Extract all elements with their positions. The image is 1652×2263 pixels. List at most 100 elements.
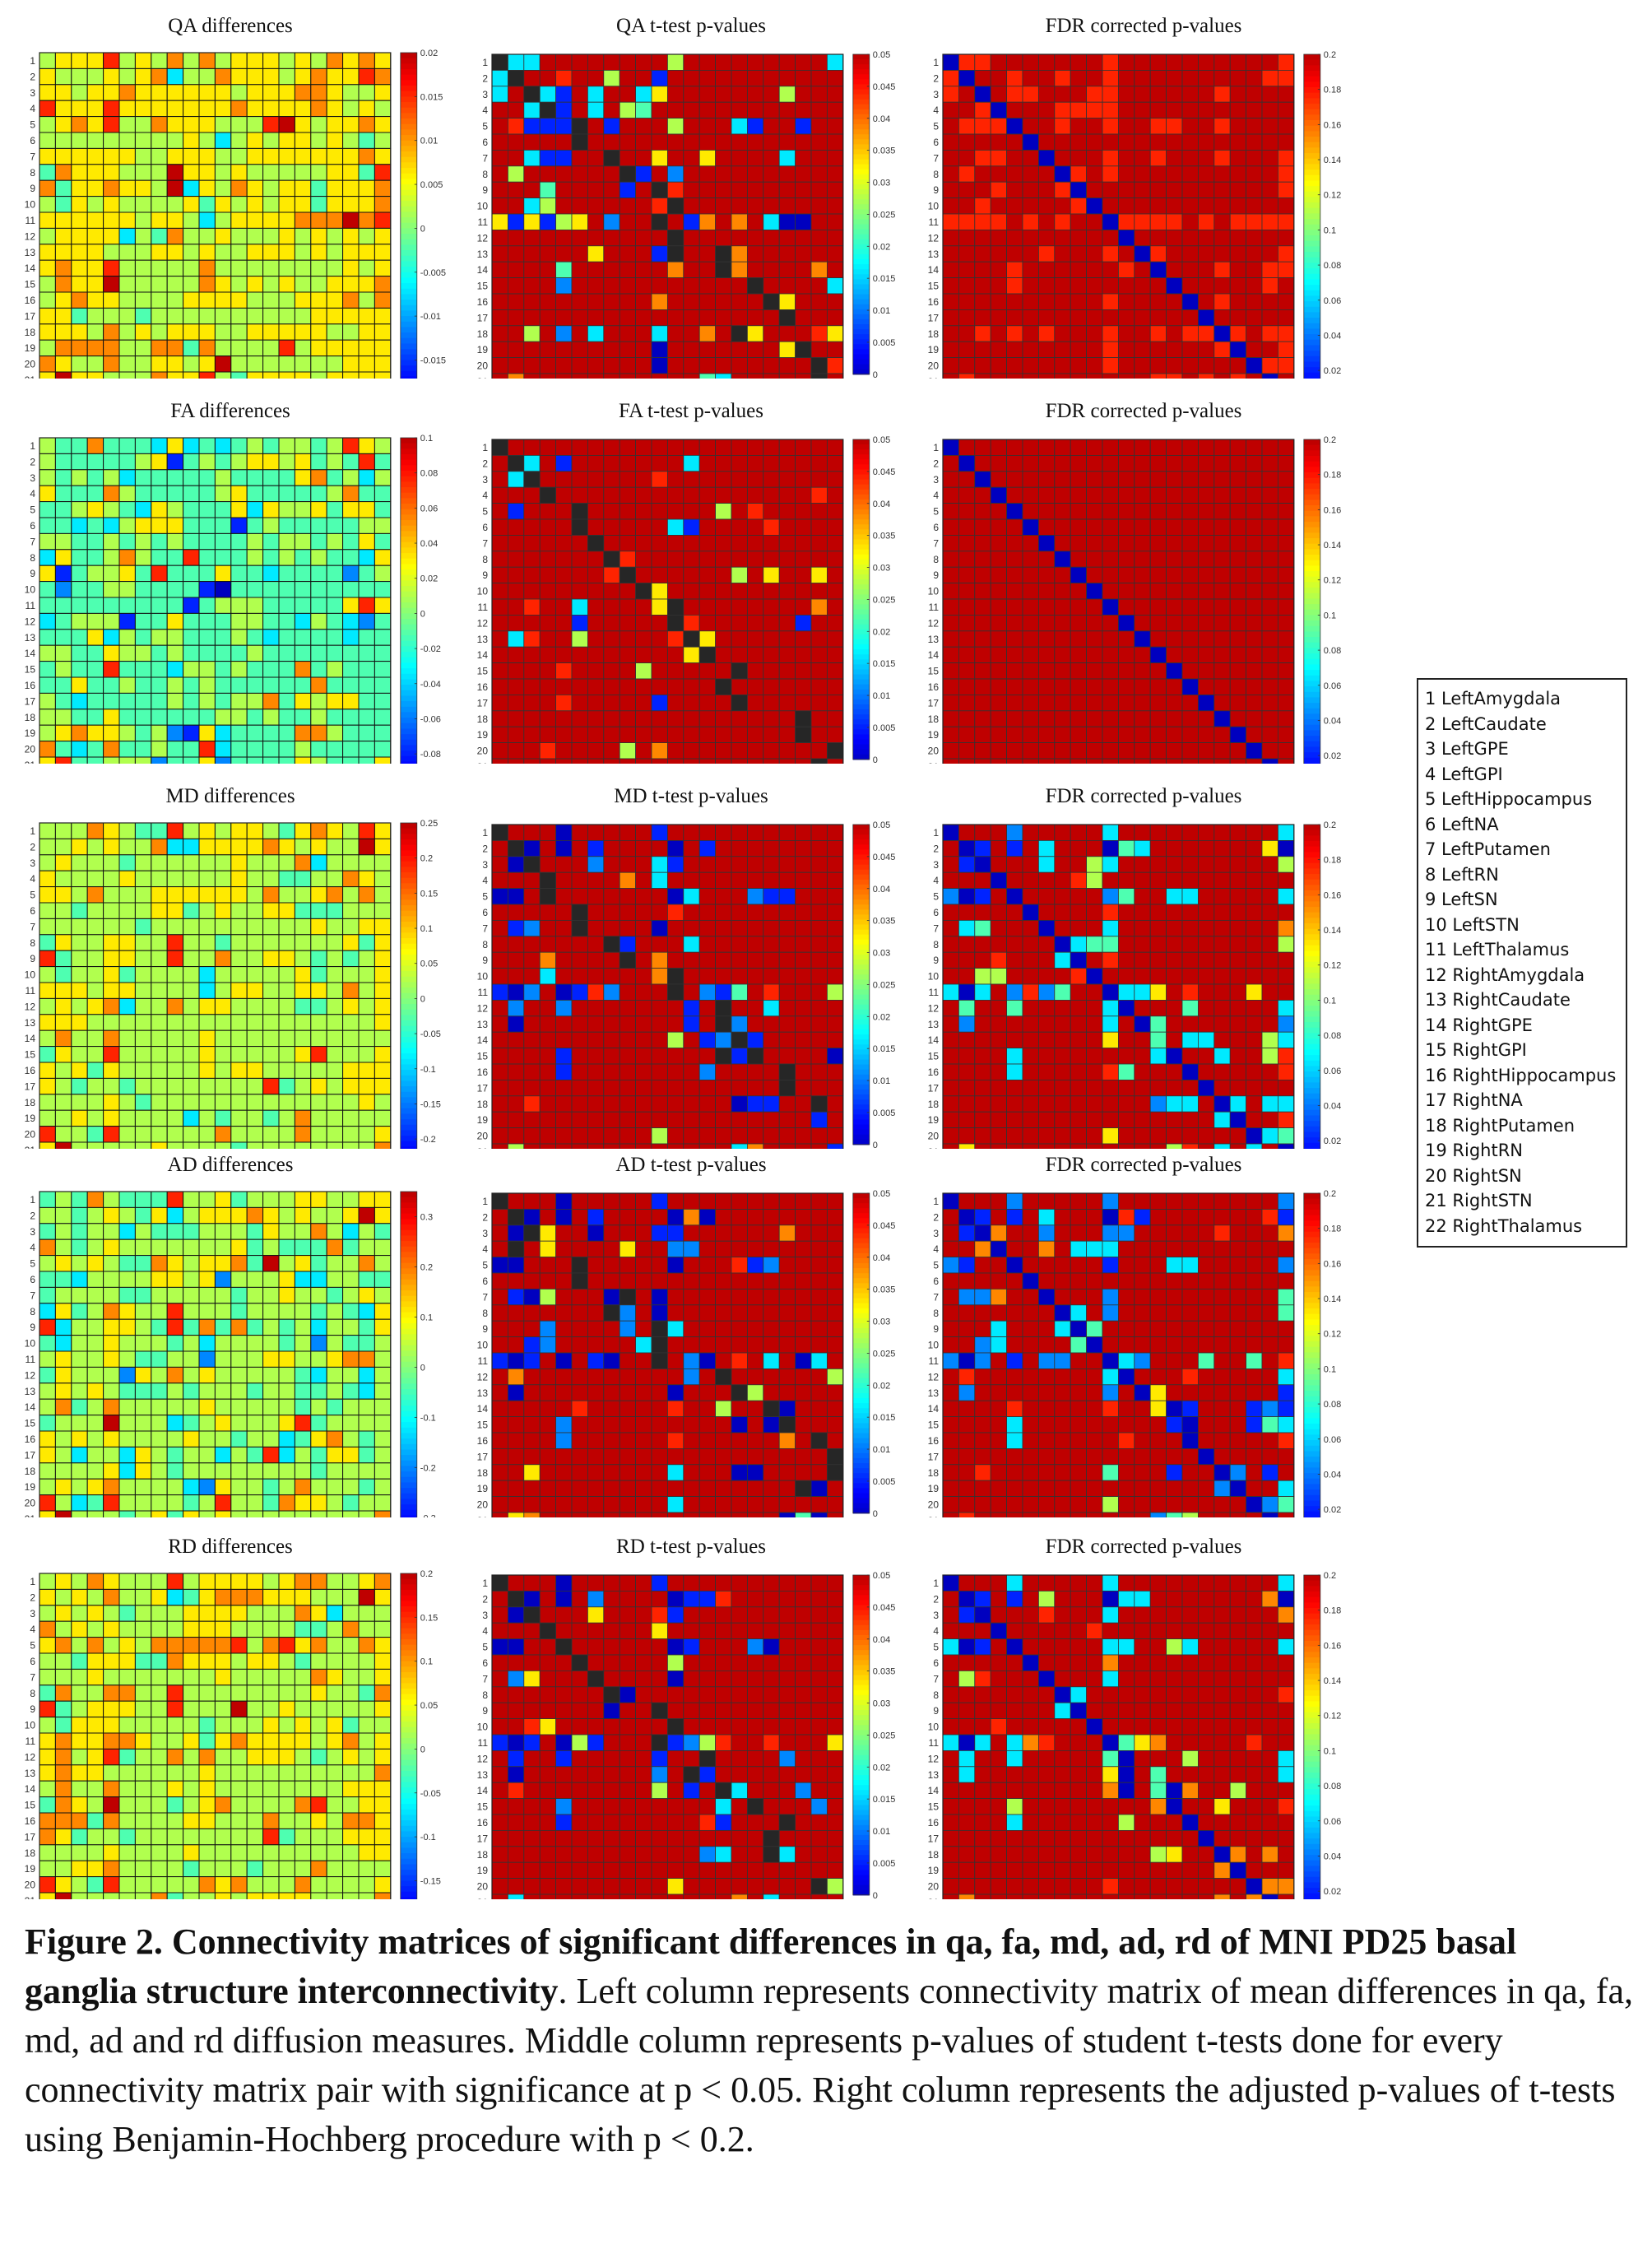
y-tick-label: 12: [928, 617, 940, 629]
colorbar-segment: [400, 856, 417, 862]
heatmap-cell: [587, 951, 605, 969]
colorbar-segment: [1303, 505, 1320, 512]
heatmap-cell: [555, 1015, 573, 1033]
heatmap-cell: [1134, 758, 1151, 764]
heatmap-cell: [118, 84, 136, 101]
heatmap-cell: [374, 323, 392, 341]
heatmap-cell: [539, 133, 556, 151]
heatmap-cell: [103, 259, 120, 277]
heatmap-cell: [1149, 70, 1167, 87]
heatmap-cell: [358, 997, 375, 1015]
heatmap-cell: [374, 147, 392, 165]
heatmap-cell: [587, 999, 605, 1017]
heatmap-cell: [666, 261, 684, 279]
heatmap-cell: [39, 724, 56, 742]
colorbar-segment: [852, 269, 870, 275]
heatmap-cell: [1246, 518, 1263, 536]
heatmap-cell: [246, 644, 264, 662]
heatmap-cell: [555, 856, 573, 873]
heatmap-cell: [523, 53, 541, 71]
heatmap-cell: [1166, 53, 1183, 71]
heatmap-cell: [86, 661, 104, 678]
heatmap-cell: [491, 630, 508, 648]
heatmap-cell: [1102, 101, 1119, 118]
heatmap-cell: [942, 455, 959, 472]
heatmap-cell: [1261, 181, 1278, 198]
colorbar-segment: [1303, 439, 1320, 446]
colorbar-tick-label: 0.01: [873, 306, 890, 316]
heatmap-cell: [635, 983, 652, 1001]
heatmap-cell: [278, 437, 295, 454]
heatmap-cell: [942, 630, 959, 648]
panel-md-fdr: FDR corrected p-values 1 2 3 4 5 6 7 8 9 10 11 12 13…: [913, 770, 1374, 1149]
heatmap-cell: [1086, 309, 1103, 327]
colorbar-segment: [400, 597, 417, 603]
panel-md-diff: MD differences 1 2 3 4 5 6 7 8 9 10 11 12 13 14 15 16 17…: [0, 770, 461, 1149]
heatmap-cell: [1261, 165, 1278, 183]
heatmap-cell: [134, 1046, 152, 1063]
colorbar-segment: [1303, 197, 1320, 203]
heatmap-cell: [358, 692, 375, 710]
heatmap-cell: [1070, 181, 1087, 198]
colorbar-segment: [1303, 76, 1320, 82]
colorbar-segment: [852, 944, 870, 950]
colorbar-segment: [1303, 339, 1320, 346]
heatmap-cell: [731, 341, 748, 359]
heatmap-cell: [571, 630, 588, 648]
heatmap-cell: [942, 213, 959, 230]
heatmap-cell: [1149, 566, 1167, 583]
heatmap-cell: [1037, 742, 1056, 760]
heatmap-cell: [746, 439, 764, 456]
heatmap-cell: [666, 229, 684, 247]
heatmap-cell: [826, 598, 844, 616]
heatmap-cell: [974, 566, 991, 583]
heatmap-cell: [523, 181, 541, 198]
heatmap-cell: [230, 612, 248, 630]
colorbar-segment: [852, 324, 870, 330]
heatmap-cell: [358, 1014, 375, 1031]
heatmap-cell: [1054, 471, 1071, 488]
heatmap-cell: [134, 838, 152, 856]
heatmap-cell: [151, 52, 168, 69]
heatmap-cell: [246, 211, 264, 229]
heatmap-cell: [555, 53, 573, 71]
heatmap-cell: [1086, 583, 1103, 600]
heatmap-cell: [1181, 341, 1199, 359]
heatmap-cell: [731, 551, 748, 568]
heatmap-cell: [183, 227, 200, 245]
y-tick-label: 13: [477, 1019, 489, 1030]
heatmap-cell: [278, 196, 295, 213]
heatmap-cell: [39, 84, 56, 101]
colorbar-segment: [400, 624, 417, 631]
heatmap-cell: [491, 824, 508, 841]
heatmap-cell: [1149, 551, 1167, 568]
heatmap-cell: [1086, 245, 1103, 263]
heatmap-cell: [746, 101, 764, 118]
heatmap-cell: [103, 1046, 120, 1063]
colorbar-segment: [852, 744, 870, 750]
heatmap-cell: [71, 501, 88, 518]
heatmap-cell: [571, 341, 588, 359]
heatmap-cell: [118, 437, 136, 454]
heatmap-cell: [698, 726, 717, 744]
heatmap-cell: [698, 551, 717, 568]
heatmap-cell: [1277, 503, 1295, 520]
heatmap-cell: [374, 532, 392, 551]
heatmap-cell: [746, 149, 764, 167]
heatmap-cell: [523, 662, 541, 680]
heatmap-cell: [763, 983, 780, 1001]
heatmap-cell: [603, 566, 620, 583]
heatmap-cell: [587, 1063, 605, 1080]
heatmap-cell: [619, 999, 636, 1017]
heatmap-cell: [214, 355, 232, 373]
heatmap-cell: [294, 211, 312, 229]
heatmap-cell: [374, 52, 392, 69]
heatmap-cell: [763, 758, 780, 764]
colorbar-segment: [400, 504, 417, 510]
heatmap-cell: [731, 726, 748, 744]
heatmap-cell: [942, 583, 959, 600]
heatmap-cell: [246, 1062, 264, 1079]
heatmap-cell: [71, 1077, 88, 1095]
heatmap-cell: [958, 213, 976, 230]
heatmap-cell: [698, 486, 717, 504]
